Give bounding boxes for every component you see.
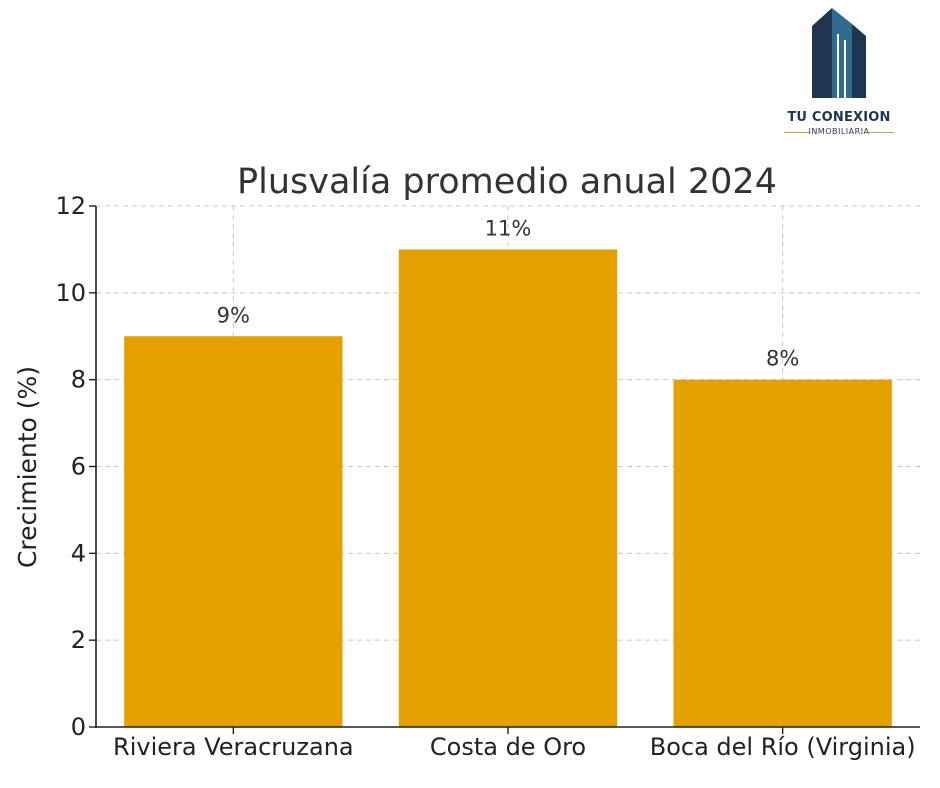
y-tick-label-3: 6 xyxy=(71,453,86,481)
logo-rule-right xyxy=(868,132,894,133)
logo-rule-left xyxy=(784,132,810,133)
logo-brand-name: TU CONEXION xyxy=(787,110,891,125)
chart-title: Plusvalía promedio anual 2024 xyxy=(237,162,777,202)
bar-2 xyxy=(398,249,618,727)
y-tick-label-2: 4 xyxy=(71,539,86,567)
data-label-3: 8% xyxy=(766,347,799,371)
bar-1 xyxy=(124,336,343,727)
y-tick-label-0: 0 xyxy=(71,713,86,741)
y-axis-label: Crecimiento (%) xyxy=(13,366,42,568)
company-logo: TU CONEXION INMOBILIARIA xyxy=(776,4,902,140)
x-tick-label-2: Boca del Río (Virginia) xyxy=(650,733,916,761)
x-tick-label-1: Costa de Oro xyxy=(430,733,586,761)
y-tick-label-4: 8 xyxy=(71,366,86,394)
logo-tagline: INMOBILIARIA xyxy=(808,127,870,136)
y-tick-label-1: 2 xyxy=(71,626,86,654)
y-tick-label-6: 12 xyxy=(55,192,86,220)
bar-3 xyxy=(673,379,892,727)
data-label-2: 11% xyxy=(485,216,532,240)
data-label-1: 9% xyxy=(217,303,250,327)
axes xyxy=(89,205,920,734)
building-logo-icon xyxy=(812,8,866,98)
y-tick-labels: 0 2 4 6 8 10 12 xyxy=(55,192,86,741)
bars xyxy=(124,249,892,727)
x-tick-label-0: Riviera Veracruzana xyxy=(113,733,354,761)
data-labels: 9% 11% 8% xyxy=(217,216,800,370)
y-tick-label-5: 10 xyxy=(55,279,86,307)
x-tick-labels: Riviera Veracruzana Costa de Oro Boca del … xyxy=(113,733,916,761)
